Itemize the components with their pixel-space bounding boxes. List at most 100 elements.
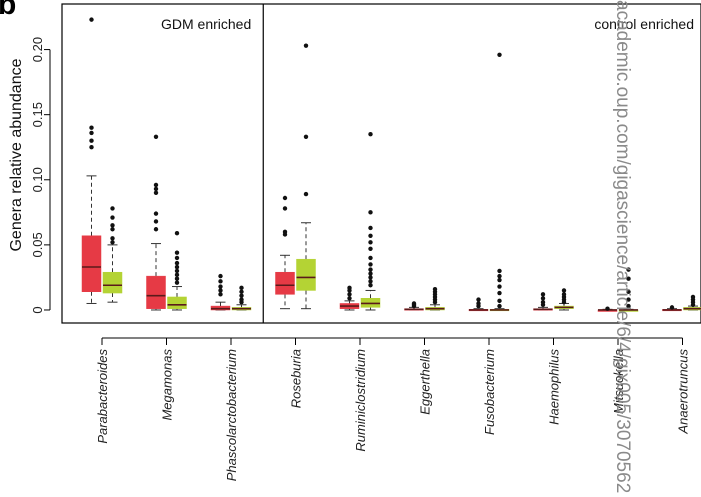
x-tick-label: Haemophilus xyxy=(547,349,562,425)
x-tick-label: Fusobacterium xyxy=(482,349,497,435)
outlier-point xyxy=(303,191,309,197)
box-control xyxy=(167,230,187,311)
outlier-point xyxy=(497,268,502,274)
outlier-point xyxy=(174,260,180,266)
box-control xyxy=(425,286,445,311)
box-gdm xyxy=(662,305,682,312)
box-gdm xyxy=(404,301,424,311)
outlier-point xyxy=(476,301,481,306)
outlier-point xyxy=(153,182,159,188)
outlier-point xyxy=(110,215,115,220)
outlier-point xyxy=(174,276,180,281)
outlier-point xyxy=(368,275,373,280)
y-tick-label: 0.10 xyxy=(30,167,45,192)
outlier-point xyxy=(174,264,180,270)
box-control xyxy=(102,206,123,303)
outlier-point xyxy=(174,250,180,255)
x-axis: Parabacteroides Megamonas Phascolarctobact… xyxy=(95,337,691,481)
outlier-point xyxy=(153,219,159,224)
y-tick-label: 0.15 xyxy=(30,102,45,127)
outlier-point xyxy=(368,210,373,215)
plot-frame xyxy=(61,3,701,324)
outlier-point xyxy=(89,145,94,150)
box-gdm xyxy=(81,17,102,304)
outlier-point xyxy=(282,195,288,201)
box-gdm xyxy=(275,195,295,310)
outlier-point xyxy=(368,283,373,288)
outlier-point xyxy=(368,267,373,272)
box-control xyxy=(231,285,252,311)
outlier-point xyxy=(497,284,502,289)
outlier-point xyxy=(218,288,223,293)
box-control xyxy=(360,132,381,311)
outlier-point xyxy=(174,272,180,278)
outlier-point xyxy=(239,285,244,291)
outlier-point xyxy=(497,277,502,283)
outlier-point xyxy=(303,43,309,48)
outlier-point xyxy=(368,132,373,137)
outlier-point xyxy=(303,134,309,140)
box-control xyxy=(296,43,316,310)
outlier-point xyxy=(174,268,180,274)
outlier-point xyxy=(89,17,94,22)
outlier-point xyxy=(174,230,180,236)
outlier-point xyxy=(239,293,244,298)
outlier-point xyxy=(368,225,373,231)
outlier-point xyxy=(153,227,159,232)
outlier-point xyxy=(368,262,373,267)
x-tick-label: Megamonas xyxy=(160,349,175,421)
box-body xyxy=(102,271,123,294)
outlier-point xyxy=(218,284,223,289)
outlier-point xyxy=(218,292,223,297)
outlier-point xyxy=(110,227,115,232)
x-tick-label: Eggerthella xyxy=(418,349,433,415)
outlier-point xyxy=(669,305,675,310)
outlier-point xyxy=(153,186,159,192)
outlier-point xyxy=(110,206,115,211)
box-gdm xyxy=(146,134,166,311)
outlier-point xyxy=(626,267,631,272)
outlier-point xyxy=(174,255,180,261)
y-axis-title: Genera relative abundance xyxy=(8,58,25,251)
box-body xyxy=(296,258,316,291)
outlier-point xyxy=(540,299,546,305)
outlier-point xyxy=(89,138,94,143)
y-tick-label: 0.05 xyxy=(30,232,45,257)
x-tick-label: Mitsuokella xyxy=(611,349,626,414)
outlier-point xyxy=(153,211,159,216)
outlier-point xyxy=(690,294,696,300)
outlier-point xyxy=(368,240,373,245)
box-body xyxy=(167,296,187,309)
box-control xyxy=(618,267,639,312)
outlier-point xyxy=(497,298,502,304)
outlier-point xyxy=(497,273,502,279)
box-control xyxy=(554,288,574,311)
box-gdm xyxy=(210,273,231,311)
box-gdm xyxy=(339,285,360,311)
x-tick-label: Phascolarctobacterium xyxy=(224,349,239,481)
outlier-point xyxy=(218,279,223,284)
outlier-point xyxy=(110,223,115,228)
outlier-point xyxy=(218,273,223,279)
y-tick-label: 0.20 xyxy=(30,37,45,62)
figure-letter: b xyxy=(0,0,16,21)
y-tick-label: 0 xyxy=(30,306,45,313)
outlier-point xyxy=(476,297,481,302)
outlier-point xyxy=(153,190,159,195)
outlier-point xyxy=(411,301,417,306)
outlier-point xyxy=(497,303,502,309)
outlier-point xyxy=(110,240,115,245)
box-gdm xyxy=(597,306,618,312)
outlier-point xyxy=(432,286,438,292)
outlier-point xyxy=(239,297,244,302)
outlier-point xyxy=(368,279,373,284)
outlier-point xyxy=(605,306,610,311)
box-control xyxy=(489,52,510,312)
outlier-point xyxy=(110,236,115,241)
box-control xyxy=(683,294,701,311)
box-body xyxy=(146,275,166,309)
outlier-point xyxy=(347,296,352,301)
outlier-point xyxy=(368,246,373,251)
outlier-point xyxy=(174,280,180,285)
